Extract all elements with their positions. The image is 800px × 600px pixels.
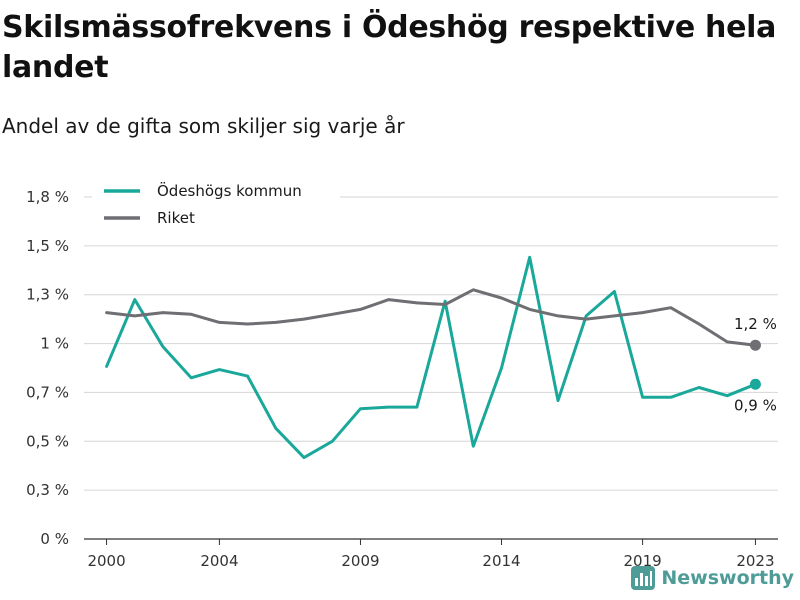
end-label-odeshog: 0,9 % <box>734 396 777 414</box>
legend-label-riket: Riket <box>157 209 195 227</box>
x-tick-label: 2009 <box>341 552 379 570</box>
chart-subtitle: Andel av de gifta som skiljer sig varje … <box>2 114 405 138</box>
legend-label-odeshog: Ödeshögs kommun <box>157 181 302 200</box>
y-tick-label: 0 % <box>40 530 69 548</box>
brand-name: Newsworthy <box>661 567 794 589</box>
y-tick-label: 1,8 % <box>26 188 69 206</box>
end-point-odeshog <box>749 378 761 390</box>
series-line-odeshog <box>105 255 757 460</box>
y-tick-label: 1 % <box>40 335 69 353</box>
end-point-riket <box>749 339 761 351</box>
newsworthy-logo: Newsworthy <box>631 566 794 590</box>
newsworthy-logo-icon <box>631 566 656 590</box>
series-line-riket <box>105 288 757 347</box>
x-tick-label: 2019 <box>623 552 661 570</box>
legend-background <box>92 178 340 232</box>
y-tick-label: 1,5 % <box>26 237 69 255</box>
x-tick-label: 2023 <box>736 552 774 570</box>
y-tick-label: 0,5 % <box>26 432 69 450</box>
y-tick-label: 0,3 % <box>26 481 69 499</box>
end-label-riket: 1,2 % <box>734 315 777 333</box>
y-tick-label: 1,3 % <box>26 286 69 304</box>
gridlines <box>84 196 778 491</box>
x-tick-label: 2004 <box>200 552 238 570</box>
axes: 0 % 0,3 % 0,5 % 0,7 % 1 % 1,3 % 1,5 % 1,8 % 2000… <box>26 188 778 570</box>
legend: Ödeshögs kommun Riket <box>92 178 340 232</box>
series-lines: 0,9 % 1,2 % <box>105 255 777 460</box>
chart-title: Skilsmässofrekvens i Ödeshög respektive … <box>2 10 777 85</box>
x-tick-label: 2000 <box>87 552 125 570</box>
y-tick-label: 0,7 % <box>26 383 69 401</box>
x-tick-label: 2014 <box>482 552 520 570</box>
